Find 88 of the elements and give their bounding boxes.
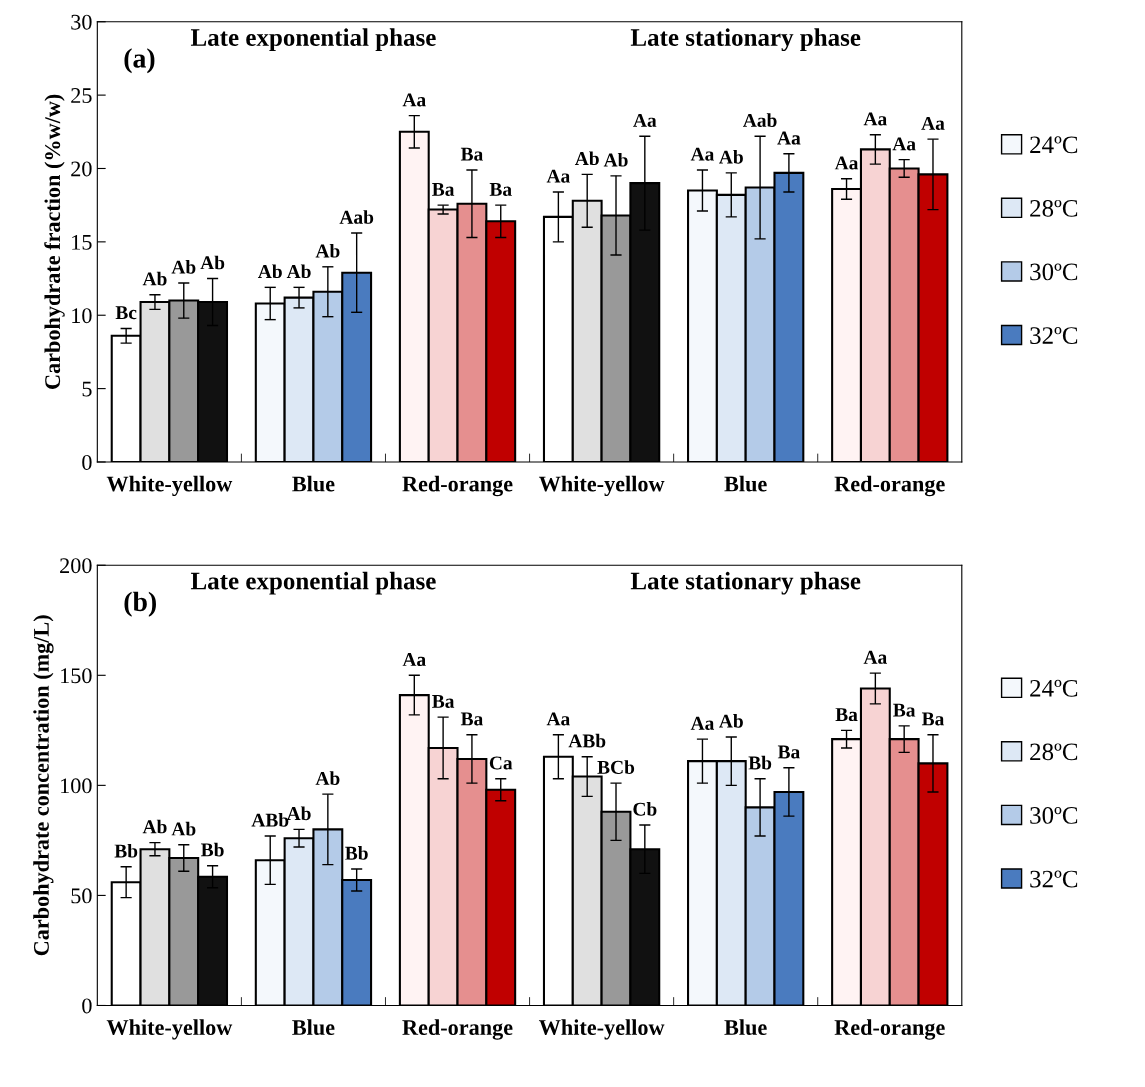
- data-label: Ab: [142, 271, 167, 286]
- data-label: Ba: [460, 712, 483, 726]
- x-tick-label: Red-orange: [402, 475, 513, 497]
- data-label: Ba: [460, 147, 483, 161]
- data-label: Bc: [115, 306, 137, 320]
- legend-label: 24ºC: [1030, 679, 1078, 697]
- data-label: Aa: [402, 653, 426, 667]
- data-label: Aab: [339, 210, 374, 224]
- x-tick-label: Red-orange: [834, 475, 945, 497]
- data-label: Ab: [574, 151, 599, 166]
- data-label: Ba: [921, 712, 945, 726]
- x-tick-label: Blue: [724, 475, 767, 492]
- y-tick-label: 25: [71, 88, 92, 104]
- data-label: Ab: [286, 264, 311, 279]
- data-label: Cb: [633, 802, 657, 816]
- data-label: Aa: [690, 147, 715, 161]
- data-label: Bb: [114, 843, 138, 858]
- data-label: Ba: [432, 694, 455, 708]
- y-tick-label: 15: [72, 234, 92, 250]
- y-axis-title: Carbohydrate concentration (mg/L): [33, 615, 54, 956]
- text: (a): [124, 48, 155, 74]
- y-tick-label: 150: [61, 668, 92, 684]
- data-label: Ba: [893, 703, 916, 717]
- data-label: ABb: [568, 733, 606, 748]
- data-label: Ba: [777, 745, 800, 759]
- data-label: Aa: [863, 650, 887, 664]
- y-axis-title: Carbohydrate fraction (%w/w): [44, 94, 65, 389]
- data-label: Aa: [863, 112, 887, 126]
- data-label: Bb: [201, 842, 224, 857]
- data-label: Aa: [690, 716, 715, 730]
- text: (b): [124, 591, 156, 617]
- data-label: Aa: [834, 156, 859, 170]
- y-tick-label: 50: [71, 888, 92, 904]
- data-label: Ab: [171, 821, 196, 836]
- data-label: Aa: [892, 137, 916, 151]
- data-label: Ab: [286, 806, 311, 821]
- y-tick-label: 0: [82, 454, 92, 470]
- data-label: Ab: [719, 149, 743, 164]
- data-label: Bb: [748, 755, 772, 770]
- legend-label: 30ºC: [1030, 806, 1078, 824]
- data-label: Aa: [777, 131, 801, 145]
- data-label: Ab: [603, 152, 628, 167]
- annotation: Late exponential phase: [190, 571, 436, 595]
- data-label: Aa: [546, 712, 570, 726]
- data-label: Aa: [546, 169, 570, 183]
- x-tick-label: White-yellow: [106, 1019, 233, 1040]
- data-label: Ca: [489, 756, 513, 770]
- data-label: BCb: [597, 760, 635, 774]
- legend-label: 30ºC: [1030, 263, 1078, 281]
- data-label: ABb: [251, 813, 289, 827]
- data-label: Aa: [402, 93, 426, 107]
- data-label: Bb: [345, 846, 368, 860]
- x-tick-label: White-yellow: [538, 1019, 665, 1040]
- data-label: Ab: [257, 264, 282, 279]
- data-label: Ab: [719, 714, 743, 728]
- data-label: Ba: [835, 708, 858, 722]
- data-label: Ba: [432, 183, 455, 196]
- x-tick-label: Blue: [292, 475, 335, 492]
- data-label: Ab: [315, 771, 340, 785]
- data-label: Ab: [315, 243, 340, 258]
- annotation: Late stationary phase: [630, 571, 861, 595]
- annotation: Late exponential phase: [190, 28, 436, 52]
- data-label: Ab: [200, 255, 225, 270]
- annotation: Late stationary phase: [630, 28, 861, 52]
- x-tick-label: White-yellow: [538, 475, 665, 497]
- x-tick-label: Blue: [292, 1019, 335, 1036]
- y-tick-label: 0: [82, 998, 92, 1014]
- x-tick-label: Blue: [724, 1019, 767, 1036]
- data-label: Ba: [489, 183, 512, 196]
- y-tick-label: 10: [72, 308, 92, 324]
- data-label: Ab: [171, 260, 196, 274]
- legend-label: 28ºC: [1030, 743, 1078, 761]
- legend-label: 32ºC: [1030, 870, 1078, 888]
- legend-label: 24ºC: [1030, 136, 1078, 154]
- y-tick-label: 20: [71, 161, 92, 177]
- y-tick-label: 30: [71, 14, 92, 30]
- data-label: Ab: [142, 819, 167, 834]
- y-tick-label: 100: [61, 778, 92, 794]
- data-label: Aa: [633, 113, 657, 127]
- x-tick-label: White-yellow: [106, 475, 233, 497]
- y-tick-label: 200: [60, 558, 92, 574]
- data-label: Aab: [742, 113, 777, 127]
- x-tick-label: Red-orange: [402, 1019, 513, 1040]
- legend-label: 32ºC: [1030, 327, 1078, 344]
- x-tick-label: Red-orange: [834, 1019, 945, 1040]
- data-label: Aa: [921, 116, 945, 130]
- y-tick-label: 5: [82, 381, 92, 397]
- legend-label: 28ºC: [1030, 199, 1078, 217]
